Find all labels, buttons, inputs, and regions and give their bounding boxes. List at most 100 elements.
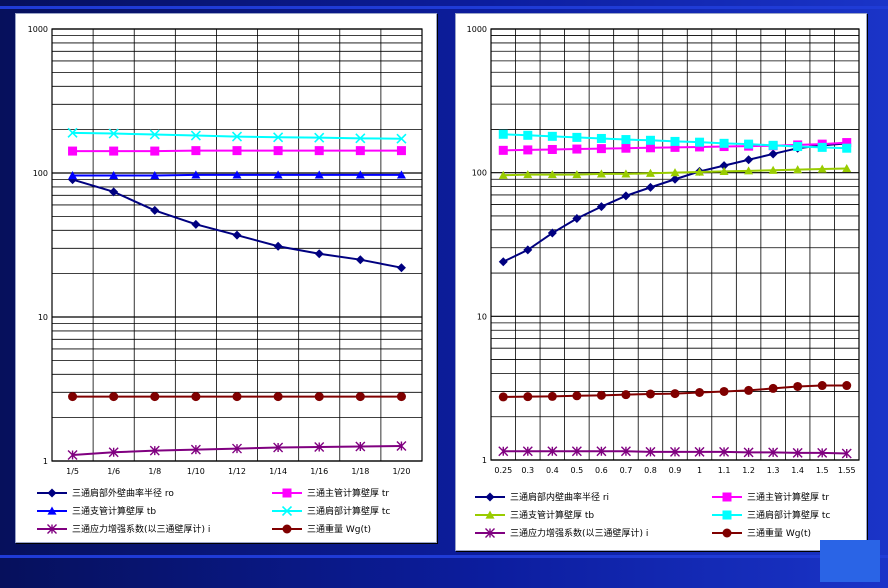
data-point: [670, 142, 680, 152]
data-point: [498, 446, 509, 457]
y-tick-label: 100: [472, 169, 487, 178]
legend-swatch-marker: [282, 524, 292, 533]
series-group: [67, 441, 407, 461]
data-point: [744, 166, 754, 175]
data-point: [523, 130, 533, 140]
data-point: [355, 441, 366, 452]
series-line: [502, 142, 847, 263]
legend-label: 三通肩部计算壁厚 tc: [747, 511, 831, 521]
data-point: [817, 164, 827, 173]
legend-swatch-marker: [47, 488, 57, 497]
x-tick-label: 0.5: [570, 466, 583, 475]
data-point: [793, 142, 803, 152]
data-point: [68, 171, 78, 180]
data-point: [149, 129, 160, 140]
data-point: [645, 143, 655, 153]
series-group: [498, 129, 852, 153]
data-point: [396, 392, 406, 402]
data-point: [744, 139, 754, 149]
data-point: [817, 447, 828, 458]
data-point: [596, 169, 606, 178]
data-point: [719, 161, 729, 171]
data-point: [523, 170, 533, 179]
data-point: [232, 443, 242, 454]
x-tick-label: 1/18: [351, 467, 369, 476]
legend-swatch-marker: [722, 528, 732, 537]
series-group: [68, 170, 406, 180]
x-tick-label: 0.9: [669, 466, 682, 475]
legend-label: 三通主管计算壁厚 tr: [307, 489, 390, 499]
x-tick-label: 1/14: [269, 467, 287, 476]
legend-swatch: [712, 528, 742, 537]
data-point: [67, 450, 78, 461]
data-point: [645, 135, 655, 145]
legend-item: 三通主管计算壁厚 tr: [711, 490, 829, 503]
data-point: [768, 149, 778, 159]
data-point: [596, 144, 606, 154]
data-point: [190, 444, 201, 455]
data-point: [67, 127, 78, 138]
y-tick-label: 10: [477, 312, 487, 321]
series-line: [72, 178, 402, 269]
series-group: [68, 146, 406, 156]
data-point: [191, 170, 201, 179]
data-point: [273, 146, 283, 156]
legend-label: 三通重量 Wg(t): [307, 525, 372, 535]
data-point: [719, 386, 729, 396]
x-tick-label: 1/20: [392, 467, 410, 476]
data-point: [572, 170, 582, 179]
x-tick-label: 1/10: [187, 467, 205, 476]
data-point: [273, 392, 283, 402]
data-point: [498, 129, 508, 139]
data-point: [498, 170, 508, 179]
x-tick-label: 1.3: [767, 466, 780, 475]
legend-item: 三通支管计算壁厚 tb: [36, 504, 156, 517]
data-point: [150, 171, 160, 180]
data-point: [232, 146, 242, 156]
x-tick-label: 0.4: [546, 466, 559, 475]
data-point: [620, 446, 631, 457]
data-point: [792, 447, 803, 458]
legend-swatch-marker: [47, 523, 57, 534]
data-point: [314, 442, 325, 453]
data-point: [523, 392, 533, 402]
data-point: [621, 135, 631, 145]
background-stripe: [0, 6, 888, 9]
data-point: [719, 166, 729, 176]
legend-swatch: [272, 488, 302, 497]
x-tick-label: 1/6: [107, 467, 120, 476]
legend-swatch: [37, 506, 67, 515]
data-point: [396, 133, 407, 144]
x-tick-label: 1/5: [66, 467, 79, 476]
data-point: [355, 255, 365, 265]
data-point: [273, 170, 283, 179]
data-point: [768, 165, 778, 174]
data-point: [670, 389, 680, 399]
data-point: [645, 168, 655, 177]
data-point: [719, 446, 730, 457]
data-point: [355, 392, 365, 402]
legend-item: 三通重量 Wg(t): [271, 522, 371, 535]
chart-panel-right: 1 10 100 1000 0.25 0.3 0.4 0.5 0.6 0.7 0.8 0.9 1 1.1 1…: [455, 13, 867, 551]
x-tick-label: 0.8: [644, 466, 657, 475]
legend-swatch: [37, 523, 67, 534]
series-group: [498, 381, 852, 402]
legend-label: 三通应力增强系数(以三通壁厚计) i: [72, 525, 211, 535]
y-tick-label: 1: [43, 457, 48, 466]
data-point: [547, 170, 557, 179]
data-point: [841, 448, 852, 459]
x-tick-label: 1.1: [718, 466, 731, 475]
data-point: [396, 441, 407, 452]
chart-panel-left: 1 10 100 1000 1/5 1/6 1/8 1/10 1/12 1/14 1/16 1/18 1…: [15, 13, 437, 543]
data-point: [645, 446, 656, 457]
legend-swatch-marker: [281, 505, 293, 516]
data-point: [670, 136, 680, 146]
data-point: [355, 146, 365, 156]
data-point: [108, 128, 119, 139]
legend-swatch-marker: [485, 510, 495, 519]
data-point: [793, 165, 803, 174]
legend-swatch: [272, 505, 302, 516]
data-point: [596, 446, 607, 457]
legend-swatch-marker: [722, 510, 732, 519]
data-point: [149, 445, 160, 456]
